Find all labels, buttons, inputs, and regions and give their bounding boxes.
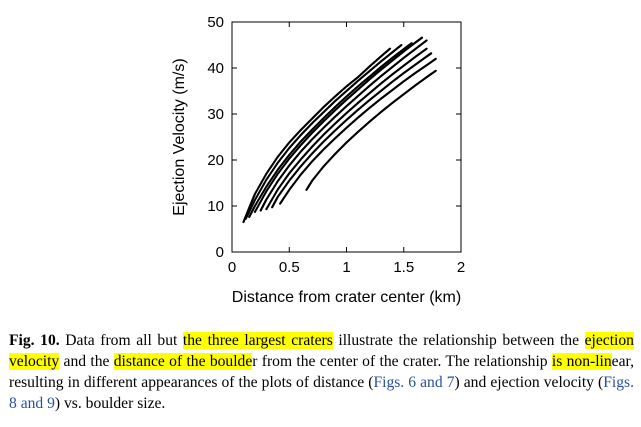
- figure-reference-link[interactable]: Figs. 8 and 9: [9, 374, 634, 412]
- data-point: [425, 39, 428, 42]
- caption-highlight: distance of the boulde: [113, 353, 253, 370]
- plot-frame: [231, 21, 462, 253]
- caption-text: and the: [59, 353, 114, 370]
- data-point: [434, 69, 437, 72]
- caption-text: ) and ejection velocity (: [454, 374, 604, 391]
- caption-highlight: the three largest craters: [182, 332, 333, 349]
- caption-text: illustrate the relationship between the: [332, 332, 585, 349]
- data-point: [400, 43, 403, 47]
- y-tick-label: 30: [207, 106, 224, 123]
- caption-text: ear, resulting in different appearances …: [9, 353, 634, 391]
- caption-text: Data from all but: [59, 332, 183, 349]
- y-tick-label: 50: [207, 14, 224, 31]
- x-tick-label: 0.5: [279, 259, 300, 276]
- data-point: [434, 57, 437, 60]
- y-tick-label: 20: [207, 152, 224, 169]
- x-tick-label: 1.5: [393, 259, 414, 276]
- x-tick-label: 1: [342, 259, 350, 276]
- caption-highlight: is non-lin: [551, 353, 612, 370]
- data-point: [425, 47, 428, 50]
- x-tick-label: 2: [457, 259, 465, 276]
- y-tick-label: 40: [207, 60, 224, 77]
- figure-reference-link[interactable]: Figs. 6 and 7: [373, 374, 455, 391]
- x-tick-label: 0: [228, 259, 236, 276]
- figure-caption: Fig. 10. Data from all but the three lar…: [9, 330, 634, 414]
- data-point: [421, 36, 424, 39]
- data-points: [242, 36, 437, 224]
- caption-text: r from the center of the crater. The rel…: [252, 353, 552, 370]
- data-point: [430, 52, 433, 55]
- y-axis-label: Ejection Velocity (m/s): [171, 58, 188, 215]
- y-tick-label: 0: [216, 244, 224, 261]
- figure-label: Fig. 10.: [9, 332, 60, 349]
- caption-text: ) vs. boulder size.: [54, 395, 166, 412]
- data-point: [388, 47, 392, 50]
- y-tick-label: 10: [207, 198, 224, 215]
- x-axis-label: Distance from crater center (km): [232, 289, 461, 306]
